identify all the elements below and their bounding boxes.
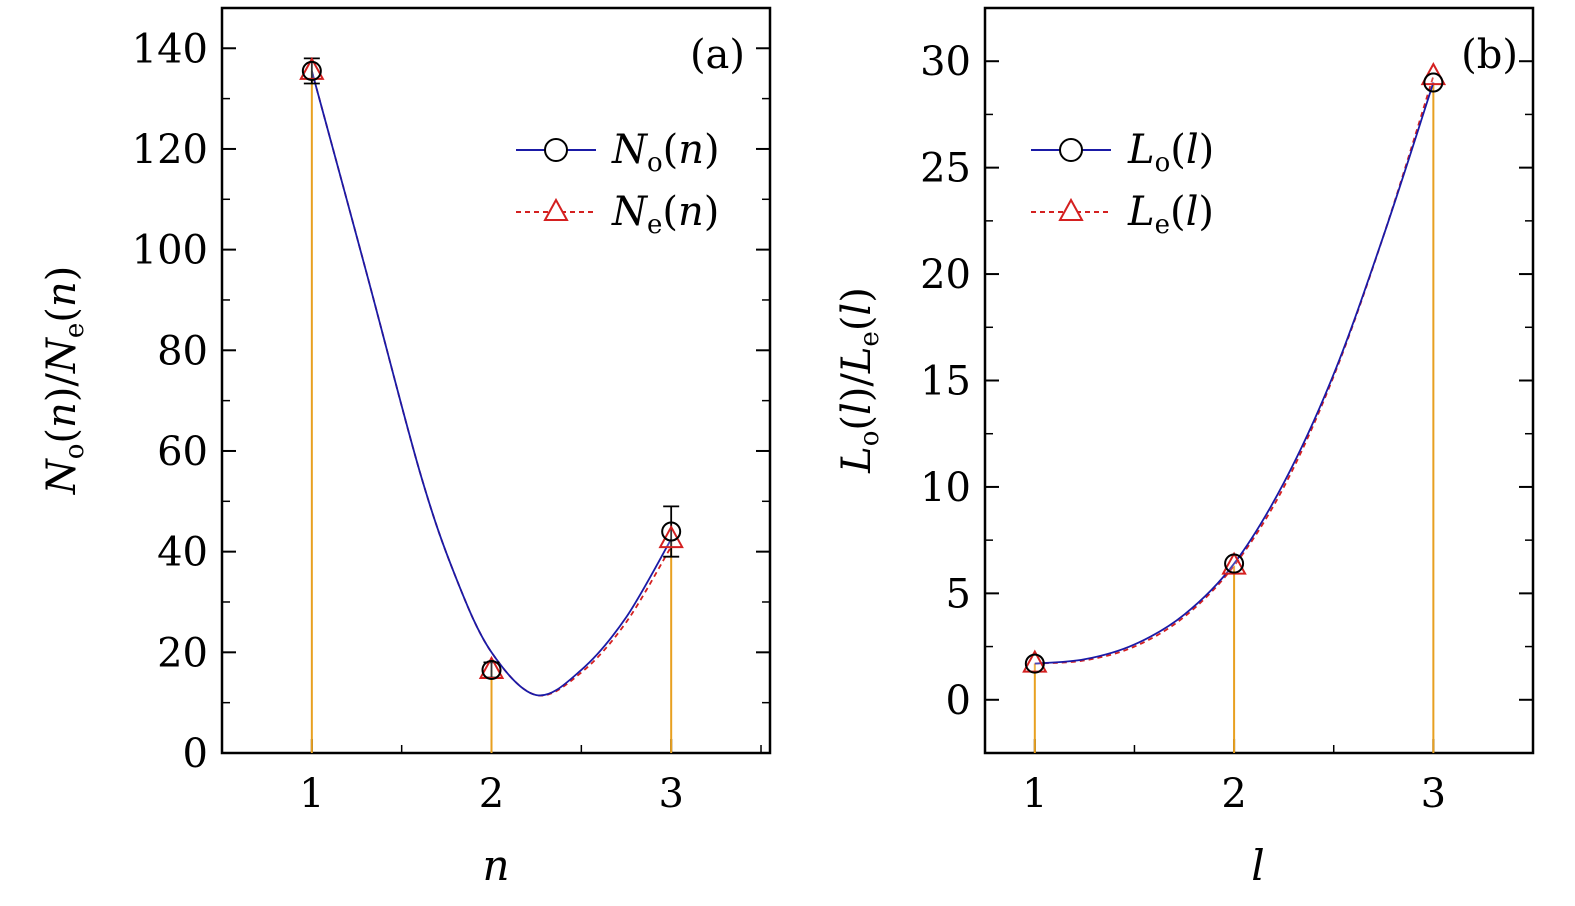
legend-a: No(n) Ne(n) bbox=[516, 127, 720, 240]
curves-a bbox=[310, 70, 672, 697]
y-tick-label-a-2: 40 bbox=[157, 530, 208, 576]
panel-b: 0 5 10 15 20 25 30 1 2 3 (b) Lo(l) Le(l) l Lo(l)… bbox=[834, 6, 1535, 890]
curve-e-b bbox=[1034, 75, 1435, 665]
y-tick-label-a-3: 60 bbox=[157, 429, 208, 475]
legend-circle-marker-a bbox=[544, 138, 568, 162]
y-tick-label-b-6: 30 bbox=[920, 39, 971, 85]
y-tick-label-b-1: 5 bbox=[946, 571, 971, 617]
legend-label-o-a: No(n) bbox=[611, 127, 720, 178]
triangle-marker-a-2 bbox=[658, 524, 684, 549]
curve-o-a bbox=[310, 70, 672, 697]
y-tick-label-a-4: 80 bbox=[157, 328, 208, 374]
x-axis-label-b: l bbox=[1251, 841, 1264, 890]
legend-b: Lo(l) Le(l) bbox=[1031, 127, 1214, 240]
y-tick-label-a-7: 140 bbox=[132, 26, 208, 72]
x-ticks-a: 1 2 3 bbox=[299, 739, 762, 817]
markers-a bbox=[299, 56, 684, 680]
x-tick-label-a-0: 1 bbox=[299, 771, 324, 817]
y-tick-label-a-5: 100 bbox=[132, 228, 208, 274]
x-tick-label-b-0: 1 bbox=[1022, 771, 1047, 817]
circle-marker-b-2 bbox=[1423, 72, 1444, 93]
legend-triangle-marker-b bbox=[1058, 197, 1084, 221]
x-tick-label-b-1: 2 bbox=[1221, 771, 1246, 817]
y-tick-label-b-4: 20 bbox=[920, 252, 971, 298]
circle-marker-a-0 bbox=[301, 60, 322, 81]
curve-o-b bbox=[1034, 82, 1435, 665]
panel-tag-a: (a) bbox=[690, 32, 745, 78]
panel-tag-b: (b) bbox=[1461, 32, 1518, 78]
y-ticks-b: 0 5 10 15 20 25 30 bbox=[920, 39, 1533, 724]
circle-marker-a-2 bbox=[661, 521, 682, 542]
x-axis-label-a: n bbox=[482, 841, 509, 890]
legend-label-e-b: Le(l) bbox=[1127, 189, 1214, 240]
plot-frame-b bbox=[983, 6, 1535, 755]
triangle-marker-b-1 bbox=[1221, 551, 1247, 575]
y-tick-label-a-1: 20 bbox=[157, 630, 208, 676]
panel-a: 0 20 40 60 80 100 120 140 1 2 3 (a) No(n) Ne(n) n… bbox=[39, 6, 772, 890]
plot-frame-a bbox=[220, 6, 772, 755]
x-tick-label-a-1: 2 bbox=[479, 771, 504, 817]
y-tick-label-b-0: 0 bbox=[946, 678, 971, 724]
curves-b bbox=[1034, 75, 1435, 665]
stems-b bbox=[1033, 82, 1435, 753]
legend-label-e-a: Ne(n) bbox=[611, 189, 719, 240]
circle-marker-a-1 bbox=[481, 659, 502, 680]
y-tick-label-b-5: 25 bbox=[920, 146, 971, 192]
y-tick-label-a-6: 120 bbox=[132, 127, 208, 173]
x-tick-label-b-2: 3 bbox=[1421, 771, 1446, 817]
legend-circle-marker-b bbox=[1059, 138, 1083, 162]
circle-marker-b-1 bbox=[1224, 553, 1245, 574]
y-tick-label-b-2: 10 bbox=[920, 465, 971, 511]
legend-triangle-marker-a bbox=[543, 197, 569, 221]
y-tick-label-b-3: 15 bbox=[920, 359, 971, 405]
y-axis-label-a: No(n)/Ne(n) bbox=[39, 266, 90, 496]
y-tick-label-a-0: 0 bbox=[183, 731, 208, 777]
y-axis-label-b: Lo(l)/Le(l) bbox=[834, 287, 885, 474]
legend-label-o-b: Lo(l) bbox=[1127, 127, 1214, 178]
x-ticks-b: 1 2 3 bbox=[1022, 739, 1446, 817]
markers-b bbox=[1022, 62, 1447, 674]
stems-a bbox=[310, 70, 673, 753]
x-tick-label-a-2: 3 bbox=[658, 771, 683, 817]
y-ticks-a: 0 20 40 60 80 100 120 140 bbox=[132, 26, 770, 777]
circle-marker-b-0 bbox=[1024, 653, 1045, 674]
